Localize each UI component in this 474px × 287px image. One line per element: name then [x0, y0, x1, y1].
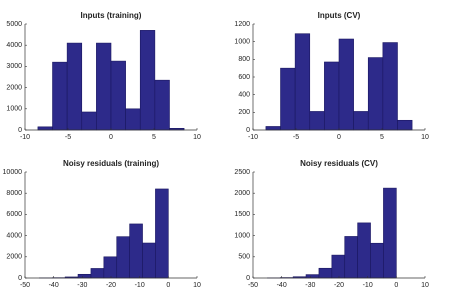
- y-tick-label: 1500: [234, 211, 250, 218]
- y-tick-label: 4000: [6, 232, 22, 239]
- bar: [383, 187, 397, 279]
- bar: [318, 267, 333, 279]
- x-tick-label: -10: [20, 134, 30, 141]
- bar: [110, 60, 126, 131]
- x-tick-label: -40: [49, 282, 59, 287]
- y-tick-label: 1200: [234, 21, 250, 28]
- bar: [90, 268, 105, 279]
- bar: [309, 111, 325, 131]
- y-tick-label: 500: [238, 254, 250, 261]
- chart-title: Noisy residuals (CV): [300, 159, 378, 168]
- bar: [155, 188, 169, 279]
- bar: [294, 33, 311, 131]
- bar: [125, 108, 141, 131]
- y-tick-label: 2000: [6, 254, 22, 261]
- bar: [37, 126, 53, 131]
- x-tick-label: -50: [248, 282, 258, 287]
- bar: [344, 236, 358, 279]
- x-tick-label: -30: [305, 282, 315, 287]
- x-tick-label: -5: [293, 134, 299, 141]
- x-tick-label: 10: [421, 282, 429, 287]
- x-tick-label: 10: [193, 134, 201, 141]
- bar: [324, 61, 340, 131]
- bar: [129, 223, 143, 279]
- y-tick-label: 3000: [6, 63, 22, 70]
- bar: [353, 111, 369, 131]
- bar: [154, 79, 170, 131]
- bar: [81, 111, 97, 131]
- bar: [52, 61, 68, 131]
- bar: [397, 119, 413, 131]
- y-tick-label: 200: [238, 109, 250, 116]
- y-tick-label: 5000: [6, 21, 22, 28]
- x-tick-label: -50: [20, 282, 30, 287]
- x-tick-label: -5: [65, 134, 71, 141]
- y-tick-label: 4000: [6, 42, 22, 49]
- bar: [103, 256, 118, 279]
- x-tick-label: -10: [248, 134, 258, 141]
- x-tick-label: 0: [337, 134, 341, 141]
- bar: [77, 273, 92, 279]
- y-tick-label: 1000: [6, 106, 22, 113]
- y-tick-label: 2000: [234, 190, 250, 197]
- x-tick-label: -20: [106, 282, 116, 287]
- y-tick-label: 1000: [234, 232, 250, 239]
- y-tick-label: 400: [238, 92, 250, 99]
- y-tick-label: 1000: [234, 39, 250, 46]
- y-tick-label: 0: [18, 127, 22, 134]
- chart-title: Inputs (CV): [318, 11, 361, 20]
- bar: [280, 67, 296, 131]
- bar: [265, 126, 281, 131]
- bar: [331, 254, 346, 279]
- chart-title: Inputs (training): [81, 11, 142, 20]
- x-tick-label: -10: [363, 282, 373, 287]
- x-tick-label: 0: [109, 134, 113, 141]
- x-tick-label: 0: [394, 282, 398, 287]
- chart-title: Noisy residuals (training): [63, 159, 159, 168]
- x-tick-label: 10: [421, 134, 429, 141]
- x-tick-label: -30: [77, 282, 87, 287]
- bar: [66, 42, 83, 131]
- bar: [370, 242, 384, 279]
- y-tick-label: 800: [238, 56, 250, 63]
- y-tick-label: 600: [238, 74, 250, 81]
- x-tick-label: 0: [166, 282, 170, 287]
- bar: [367, 57, 384, 131]
- y-tick-label: 0: [246, 275, 250, 282]
- y-tick-label: 2000: [6, 84, 22, 91]
- y-tick-label: 0: [18, 275, 22, 282]
- x-tick-label: -10: [135, 282, 145, 287]
- bar: [357, 222, 371, 279]
- bar: [338, 38, 354, 131]
- x-tick-label: -40: [277, 282, 287, 287]
- x-tick-label: 10: [193, 282, 201, 287]
- x-tick-label: -20: [334, 282, 344, 287]
- bar: [139, 30, 156, 131]
- bar: [116, 236, 130, 279]
- bar: [305, 274, 320, 279]
- y-tick-label: 2500: [234, 169, 250, 176]
- bar: [142, 242, 156, 279]
- y-tick-label: 8000: [6, 190, 22, 197]
- y-tick-label: 10000: [3, 169, 23, 176]
- y-tick-label: 0: [246, 127, 250, 134]
- bar: [96, 42, 112, 131]
- bar: [382, 42, 398, 131]
- x-tick-label: 5: [152, 134, 156, 141]
- x-tick-label: 5: [380, 134, 384, 141]
- y-tick-label: 6000: [6, 211, 22, 218]
